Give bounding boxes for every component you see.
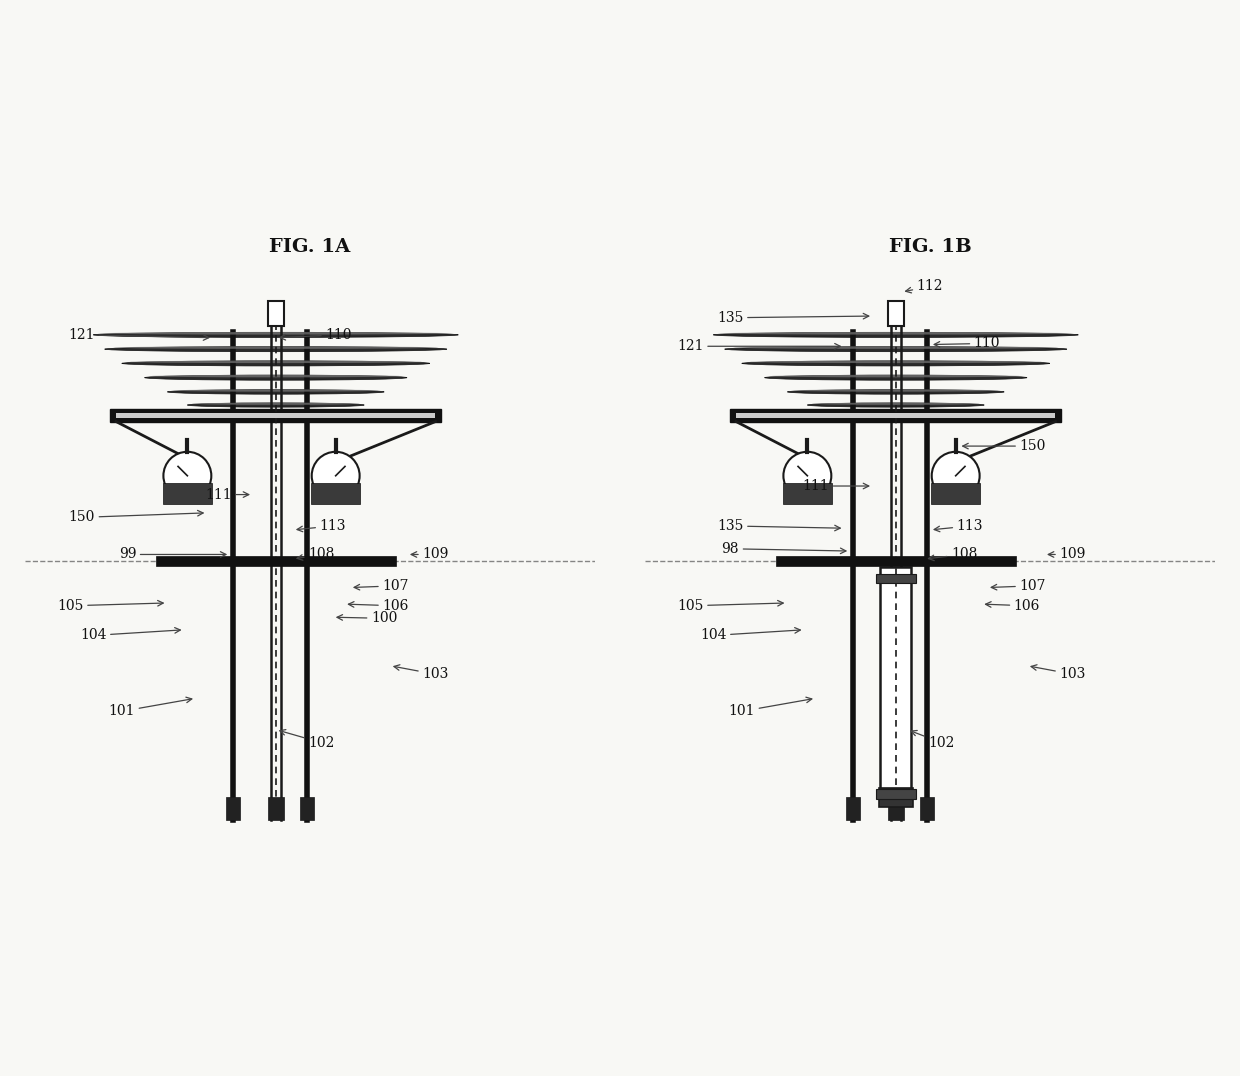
Text: 105: 105	[57, 599, 164, 613]
Bar	[268, 300, 284, 326]
Ellipse shape	[792, 390, 998, 392]
Ellipse shape	[104, 346, 446, 352]
Ellipse shape	[187, 402, 365, 407]
Circle shape	[311, 452, 360, 499]
Text: 105: 105	[677, 599, 784, 613]
Text: 109: 109	[1048, 548, 1086, 562]
Text: 100: 100	[337, 611, 397, 625]
Text: 109: 109	[412, 548, 449, 562]
Circle shape	[931, 452, 980, 499]
Bar	[156, 556, 396, 566]
Text: 102: 102	[280, 730, 335, 750]
Ellipse shape	[103, 332, 449, 335]
Text: 102: 102	[911, 731, 955, 750]
Bar	[737, 413, 1055, 419]
Text: 107: 107	[355, 579, 409, 593]
Text: 121: 121	[677, 339, 841, 353]
Text: 106: 106	[986, 599, 1040, 613]
Text: 135: 135	[717, 311, 869, 325]
Bar	[110, 409, 441, 422]
Circle shape	[784, 452, 831, 499]
Text: 104: 104	[81, 627, 180, 642]
Bar	[776, 556, 1016, 566]
Text: 107: 107	[991, 579, 1045, 593]
Text: 103: 103	[1032, 665, 1086, 681]
Bar	[311, 483, 360, 505]
Text: 103: 103	[394, 665, 449, 681]
Text: 110: 110	[280, 328, 352, 342]
Ellipse shape	[733, 346, 1059, 349]
Ellipse shape	[145, 376, 407, 380]
Ellipse shape	[765, 376, 1027, 380]
Text: 101: 101	[729, 697, 812, 719]
Bar	[784, 483, 832, 505]
Text: 150: 150	[962, 439, 1045, 453]
Ellipse shape	[122, 360, 430, 366]
Ellipse shape	[812, 402, 980, 405]
Text: 113: 113	[934, 519, 983, 533]
Text: 112: 112	[905, 280, 944, 294]
Bar	[879, 789, 913, 807]
Ellipse shape	[807, 402, 985, 407]
Ellipse shape	[787, 390, 1004, 394]
Text: 99: 99	[119, 548, 226, 562]
Bar	[888, 300, 904, 326]
Text: 110: 110	[934, 337, 1001, 351]
Text: 135: 135	[717, 519, 841, 533]
Ellipse shape	[723, 332, 1069, 335]
Ellipse shape	[151, 374, 401, 378]
Ellipse shape	[724, 346, 1066, 352]
Text: 104: 104	[701, 627, 800, 642]
Text: 121: 121	[68, 328, 208, 342]
Text: 111: 111	[802, 479, 869, 493]
Bar	[875, 790, 916, 798]
Text: 106: 106	[348, 599, 409, 613]
Text: 150: 150	[68, 510, 203, 524]
Text: 108: 108	[929, 548, 977, 562]
Ellipse shape	[771, 374, 1021, 378]
Text: 108: 108	[298, 548, 335, 562]
Bar	[920, 797, 934, 820]
Title: FIG. 1A: FIG. 1A	[269, 239, 351, 256]
Bar	[268, 797, 284, 820]
Ellipse shape	[713, 332, 1079, 338]
Text: 113: 113	[298, 519, 346, 533]
Ellipse shape	[129, 360, 422, 363]
Bar	[875, 574, 916, 583]
Title: FIG. 1B: FIG. 1B	[889, 239, 971, 256]
Bar	[730, 409, 1061, 422]
Ellipse shape	[93, 332, 459, 338]
Bar	[888, 797, 904, 820]
Ellipse shape	[749, 360, 1042, 363]
Text: 98: 98	[722, 541, 846, 556]
Bar	[300, 797, 314, 820]
Ellipse shape	[113, 346, 439, 349]
Ellipse shape	[742, 360, 1050, 366]
Bar	[931, 483, 980, 505]
Bar	[226, 797, 239, 820]
Text: 111: 111	[206, 487, 249, 501]
Text: 101: 101	[109, 697, 192, 719]
Ellipse shape	[192, 402, 360, 405]
Bar	[117, 413, 435, 419]
Bar	[164, 483, 212, 505]
Ellipse shape	[167, 390, 384, 394]
Bar	[880, 567, 911, 791]
Circle shape	[164, 452, 211, 499]
Ellipse shape	[172, 390, 378, 392]
Bar	[846, 797, 859, 820]
